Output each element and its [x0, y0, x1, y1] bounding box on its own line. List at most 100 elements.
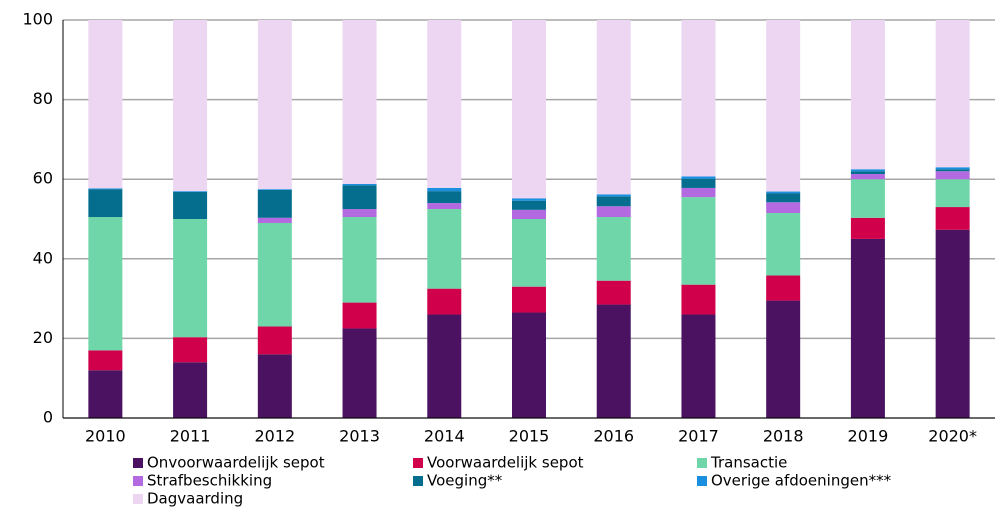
bar-segment [173, 191, 208, 219]
bar-segment [427, 288, 462, 315]
bar-segment [935, 167, 970, 170]
legend-label: Dagvaarding [147, 490, 243, 508]
bar-segment [427, 191, 462, 204]
y-tick-label: 40 [33, 248, 53, 267]
bar-segment [427, 20, 462, 188]
bar-segment [342, 328, 377, 418]
bar-segment [766, 20, 801, 192]
bar-segment [850, 179, 885, 218]
bar-segment [766, 213, 801, 276]
bar-segment [512, 219, 546, 287]
bar-segment [257, 189, 292, 190]
bar-segment [596, 304, 631, 418]
legend-swatch [133, 476, 143, 486]
bar-segment [681, 314, 716, 418]
bar-segment [681, 197, 716, 285]
bar-segment [681, 284, 716, 315]
bar-segment [427, 187, 462, 192]
bar-segment [935, 229, 970, 418]
bar-segment [427, 209, 462, 289]
bar-segment [257, 222, 292, 327]
legend-swatch [413, 476, 423, 486]
bar-segment [173, 362, 208, 418]
bar-segment [681, 20, 716, 177]
legend-label: Strafbeschikking [147, 472, 272, 490]
bar-segment [596, 206, 631, 218]
bar-segment [850, 217, 885, 239]
bar-segment [88, 370, 123, 418]
bar-segment [257, 354, 292, 418]
y-tick-label: 20 [33, 328, 53, 347]
bar-segment [850, 238, 885, 418]
bar-segment [257, 326, 292, 355]
bar-segment [427, 203, 462, 210]
bar-segment [766, 193, 801, 203]
legend-label: Transactie [710, 454, 787, 472]
legend-label: Voorwaardelijk sepot [427, 454, 584, 472]
x-tick-label: 2017 [678, 427, 719, 446]
bar-segment [342, 209, 377, 218]
x-tick-label: 2012 [254, 427, 295, 446]
bar-segment [88, 188, 123, 190]
x-tick-label: 2011 [170, 427, 211, 446]
bar-segment [88, 217, 123, 351]
bar-segment [596, 20, 631, 195]
bar-segment [88, 20, 123, 189]
x-tick-label: 2013 [339, 427, 380, 446]
y-tick-label: 100 [22, 10, 53, 29]
legend-swatch [133, 458, 143, 468]
bar-segment [766, 275, 801, 301]
bar-segment [850, 174, 885, 180]
legend-swatch [697, 458, 707, 468]
bar-segment [935, 207, 970, 230]
bar-segment [427, 314, 462, 418]
bar-segment [512, 286, 546, 313]
x-tick-label: 2019 [848, 427, 889, 446]
bar-segment [935, 20, 970, 168]
bar-segment [850, 20, 885, 170]
bar-segment [342, 183, 377, 186]
x-tick-label: 2020* [928, 427, 977, 446]
legend-label: Voeging** [427, 472, 503, 490]
bar-segment [342, 302, 377, 329]
bar-segment [596, 280, 631, 305]
bar-segment [935, 171, 970, 180]
bar-segment [342, 185, 377, 210]
bar-segment [88, 350, 123, 371]
legend-swatch [697, 476, 707, 486]
bar-segment [766, 191, 801, 194]
legend-label: Overige afdoeningen*** [711, 472, 892, 490]
bar-segment [766, 202, 801, 214]
bar-segment [681, 187, 716, 198]
bar-segment [512, 200, 546, 210]
bar-segment [173, 337, 208, 363]
bar-segment [512, 312, 546, 418]
legend-swatch [413, 458, 423, 468]
legend-label: Onvoorwaardelijk sepot [147, 454, 325, 472]
bar-segment [850, 171, 885, 175]
y-tick-label: 0 [43, 408, 53, 427]
bar-segment [257, 217, 292, 223]
bar-segment [257, 20, 292, 190]
bar-segment [512, 209, 546, 219]
bar-segment [766, 300, 801, 418]
bar-segment [681, 176, 716, 179]
x-tick-label: 2018 [763, 427, 804, 446]
y-tick-label: 80 [33, 89, 53, 108]
bar-segment [342, 20, 377, 184]
bar-segment [935, 169, 970, 172]
bar-segment [850, 169, 885, 172]
legend-swatch [133, 494, 143, 504]
x-tick-label: 2016 [593, 427, 634, 446]
bar-segment [681, 178, 716, 188]
bar-segment [173, 191, 208, 192]
bar-segment [173, 219, 208, 338]
bar-segment [342, 217, 377, 303]
bar-segment [512, 20, 546, 199]
bar-segment [596, 196, 631, 207]
bar-segment [512, 198, 546, 201]
bar-segment [257, 189, 292, 218]
x-tick-label: 2015 [509, 427, 550, 446]
x-tick-label: 2014 [424, 427, 465, 446]
